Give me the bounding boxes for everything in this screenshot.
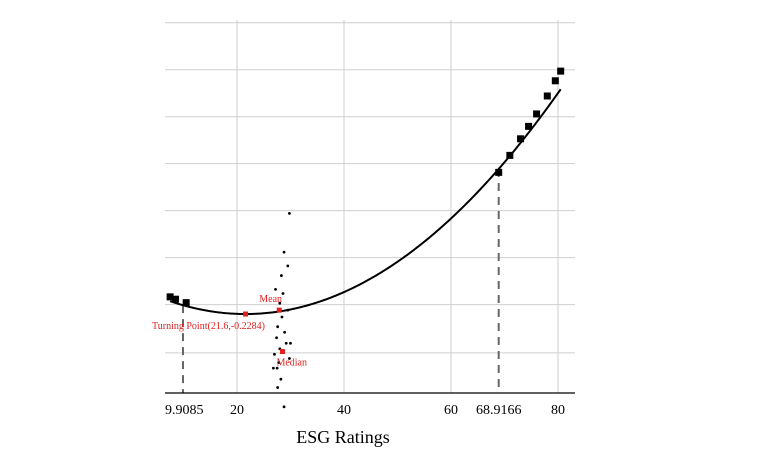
scatter-point — [275, 336, 278, 340]
fitted-curve — [169, 88, 562, 316]
scatter-point — [274, 287, 277, 291]
x-axis-title: ESG Ratings — [296, 427, 390, 447]
scatter-point — [284, 341, 288, 345]
dashed-guides — [182, 168, 500, 393]
curve-marker — [551, 77, 559, 85]
scatter-points — [271, 212, 292, 409]
x-tick-label: 80 — [551, 403, 565, 418]
median-point — [279, 349, 285, 355]
scatter-point — [278, 301, 282, 305]
curve-marker — [506, 151, 514, 159]
scatter-point — [286, 308, 290, 312]
x-tick-label: 68.9166 — [476, 403, 522, 418]
grid — [165, 20, 575, 394]
curve-marker — [517, 135, 525, 143]
median-label: Median — [276, 358, 307, 369]
x-tick-label: 60 — [444, 403, 458, 418]
scatter-point — [288, 357, 291, 360]
x-tick-labels: 9.9085 20 40 60 68.9166 80 — [165, 403, 565, 418]
scatter-point — [276, 325, 280, 329]
scatter-point — [283, 330, 287, 334]
x-tick-label: 20 — [230, 403, 244, 418]
scatter-point — [277, 361, 281, 365]
mean-label: Mean — [259, 294, 282, 305]
scatter-point — [276, 386, 280, 389]
stat-annotations: Mean Median Turning Point(21.6,-0.2284) — [152, 294, 307, 368]
turning-point-label: Turning Point(21.6,-0.2284) — [152, 321, 265, 332]
turning-point — [243, 311, 249, 317]
curve-marker — [182, 299, 190, 307]
curve-marker — [166, 293, 174, 301]
scatter-point — [289, 341, 292, 345]
scatter-point — [273, 352, 276, 356]
curve-marker — [525, 122, 533, 130]
curve-marker — [495, 168, 503, 176]
scatter-point — [280, 315, 284, 319]
mean-point — [276, 307, 282, 313]
curve-marker — [557, 67, 565, 75]
x-tick-label: 40 — [337, 403, 351, 418]
x-tick-label: 9.9085 — [165, 403, 204, 418]
scatter-point — [282, 405, 286, 409]
scatter-point — [279, 274, 283, 277]
scatter-point — [288, 212, 291, 215]
scatter-point — [286, 264, 290, 268]
curve-markers — [166, 67, 565, 307]
scatter-point — [281, 292, 285, 295]
curve-marker — [533, 110, 541, 118]
scatter-point — [275, 366, 279, 370]
curve-marker — [543, 92, 551, 100]
scatter-point — [271, 366, 275, 370]
scatter-point — [279, 377, 283, 381]
curve-marker — [171, 295, 179, 303]
scatter-point — [282, 250, 286, 254]
